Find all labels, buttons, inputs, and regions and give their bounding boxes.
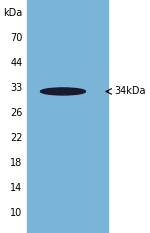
Text: 22: 22 xyxy=(10,133,22,143)
Text: 70: 70 xyxy=(10,33,22,43)
Text: 34kDa: 34kDa xyxy=(114,86,146,96)
Text: kDa: kDa xyxy=(3,7,22,17)
Text: 18: 18 xyxy=(10,158,22,168)
Ellipse shape xyxy=(40,88,86,95)
Text: 33: 33 xyxy=(10,83,22,93)
Text: 26: 26 xyxy=(10,108,22,118)
Text: 14: 14 xyxy=(10,183,22,193)
Text: 44: 44 xyxy=(10,58,22,68)
Text: 10: 10 xyxy=(10,208,22,218)
Bar xyxy=(27,0,108,233)
